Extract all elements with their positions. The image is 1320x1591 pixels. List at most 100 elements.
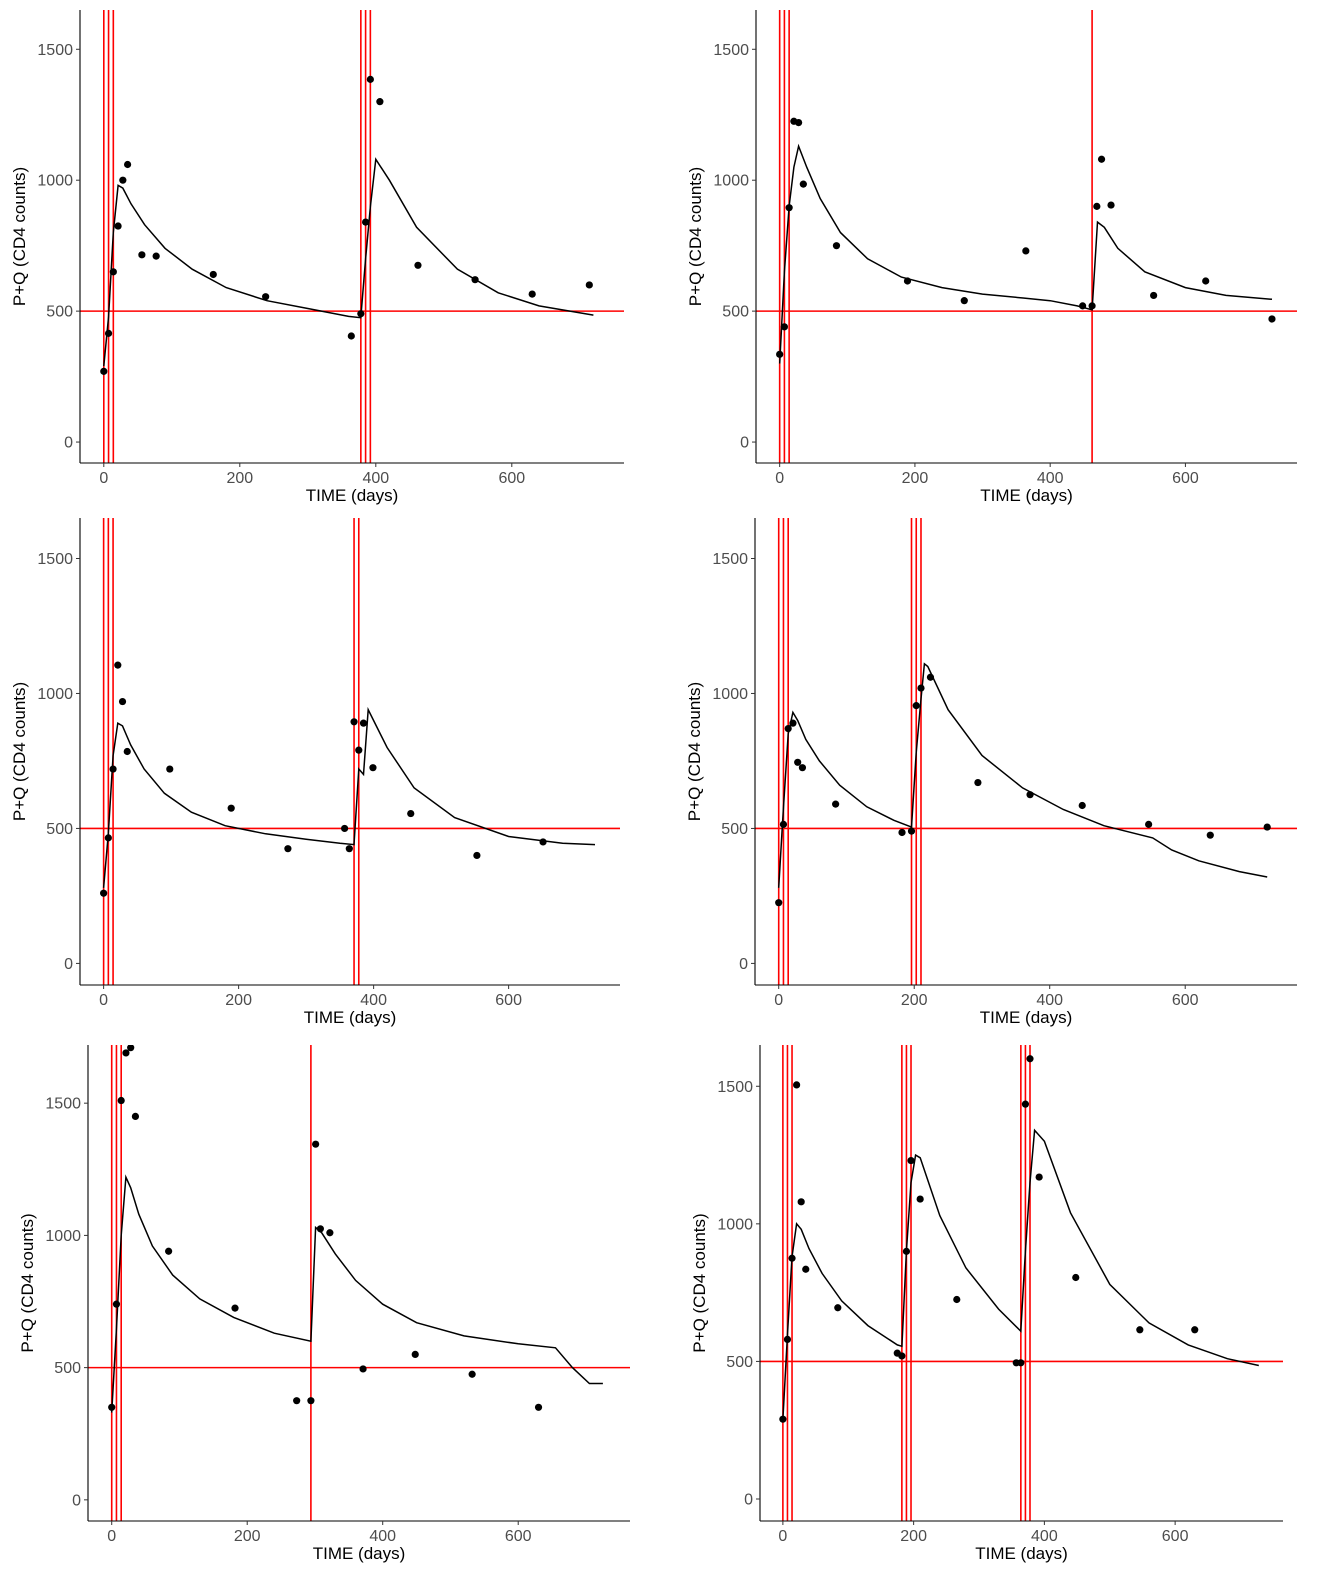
observed-point: [369, 764, 377, 772]
observed-point: [165, 1247, 173, 1255]
chart-panel-top-left: 0 500 1000 1500 0 200 400 600 TIME (days) P+Q (CD…: [10, 10, 624, 505]
observed-point: [779, 1415, 787, 1423]
observed-point: [138, 251, 146, 259]
observed-point: [832, 242, 841, 250]
observed-point: [902, 1247, 911, 1255]
observed-point: [903, 277, 912, 285]
observed-point: [793, 1081, 801, 1089]
model-fit-line: [102, 706, 596, 888]
observed-point: [960, 297, 968, 305]
observed-point: [1191, 1326, 1199, 1334]
y-tick-label: 0: [739, 956, 748, 973]
observed-point: [834, 1304, 842, 1312]
y-tick-label: 0: [744, 1491, 753, 1508]
y-tick-label: 500: [46, 304, 73, 321]
observed-point: [1107, 201, 1115, 209]
observed-point: [1026, 791, 1034, 799]
observed-point: [539, 838, 547, 846]
observed-point: [112, 1300, 121, 1308]
model-fit-line: [103, 157, 594, 367]
observed-point: [326, 1229, 334, 1237]
observed-point: [366, 75, 374, 83]
plot-area: [760, 1045, 1283, 1521]
y-tick-label: 1000: [713, 173, 749, 190]
x-tick-label: 0: [107, 1528, 116, 1545]
observed-point: [776, 350, 784, 358]
chart-panel-bottom-right: 0 500 1000 1500 0 200 400 600 TIME (days) P+Q (CD…: [690, 1045, 1283, 1563]
plot-area: [88, 1045, 630, 1521]
observed-point: [1136, 1326, 1144, 1334]
observed-point: [775, 899, 783, 907]
observed-point: [307, 1397, 315, 1405]
observed-point: [926, 673, 935, 681]
y-tick-label: 1500: [717, 1079, 753, 1096]
observed-point: [953, 1295, 961, 1304]
observed-point: [784, 724, 792, 733]
observed-point: [917, 684, 925, 692]
observed-point: [359, 719, 368, 727]
y-tick-label: 1000: [45, 1228, 81, 1245]
observed-point: [468, 1370, 476, 1378]
y-tick-label: 1500: [712, 551, 748, 568]
chart-panel-bottom-left: 0 500 1000 1500 0 200 400 600 TIME (days) P+Q (CD…: [18, 1045, 630, 1563]
y-tick-label: 1500: [713, 42, 749, 59]
observed-point: [898, 828, 906, 837]
observed-point: [907, 1156, 915, 1165]
y-tick-label: 1500: [45, 1096, 81, 1113]
observed-point: [799, 180, 807, 188]
observed-point: [802, 1265, 810, 1273]
observed-point: [1202, 277, 1210, 285]
x-tick-label: 200: [902, 470, 929, 487]
y-tick-label: 1000: [712, 686, 748, 703]
y-tick-label: 0: [64, 435, 73, 452]
observed-point: [231, 1304, 239, 1312]
x-tick-label: 400: [369, 1528, 396, 1545]
observed-point: [1093, 202, 1101, 210]
observed-point: [1263, 823, 1271, 831]
observed-point: [1268, 315, 1276, 323]
observed-point: [471, 276, 479, 284]
chart-panel-middle-left: 0 500 1000 1500 0 200 400 600 TIME (days) P+Q (CD…: [10, 518, 620, 1027]
x-tick-label: 600: [1172, 470, 1199, 487]
observed-point: [1078, 801, 1086, 810]
y-tick-label: 0: [740, 435, 749, 452]
observed-point: [122, 1049, 130, 1057]
plot-area: [80, 10, 624, 463]
observed-point: [534, 1403, 543, 1411]
x-tick-label: 0: [778, 1528, 787, 1545]
observed-point: [114, 661, 122, 669]
observed-point: [794, 758, 802, 766]
observed-point: [1017, 1359, 1025, 1367]
x-tick-label: 400: [360, 992, 387, 1009]
observed-point: [832, 800, 840, 808]
observed-point: [131, 1112, 140, 1120]
x-axis-title: TIME (days): [313, 1544, 406, 1563]
model-fit-line: [110, 1174, 603, 1413]
observed-point: [473, 851, 481, 860]
observed-point: [123, 747, 131, 756]
observed-point: [362, 218, 370, 226]
observed-point: [414, 261, 422, 269]
y-axis-title: P+Q (CD4 counts): [686, 167, 705, 306]
observed-point: [316, 1225, 324, 1233]
y-tick-label: 0: [72, 1492, 81, 1509]
observed-point: [209, 270, 217, 279]
observed-point: [357, 310, 365, 318]
observed-point: [117, 1096, 125, 1105]
observed-point: [974, 778, 982, 787]
observed-point: [798, 764, 807, 772]
x-axis-title: TIME (days): [306, 486, 399, 505]
x-tick-label: 600: [498, 470, 525, 487]
x-tick-label: 400: [1031, 1528, 1058, 1545]
observed-point: [284, 845, 292, 853]
x-tick-label: 600: [1172, 992, 1199, 1009]
observed-point: [376, 98, 384, 106]
observed-point: [293, 1397, 301, 1405]
y-tick-label: 500: [721, 821, 748, 838]
x-axis-title: TIME (days): [304, 1008, 397, 1027]
observed-point: [359, 1365, 367, 1373]
x-tick-label: 200: [225, 992, 252, 1009]
observed-point: [789, 719, 797, 727]
plot-area: [756, 10, 1297, 463]
